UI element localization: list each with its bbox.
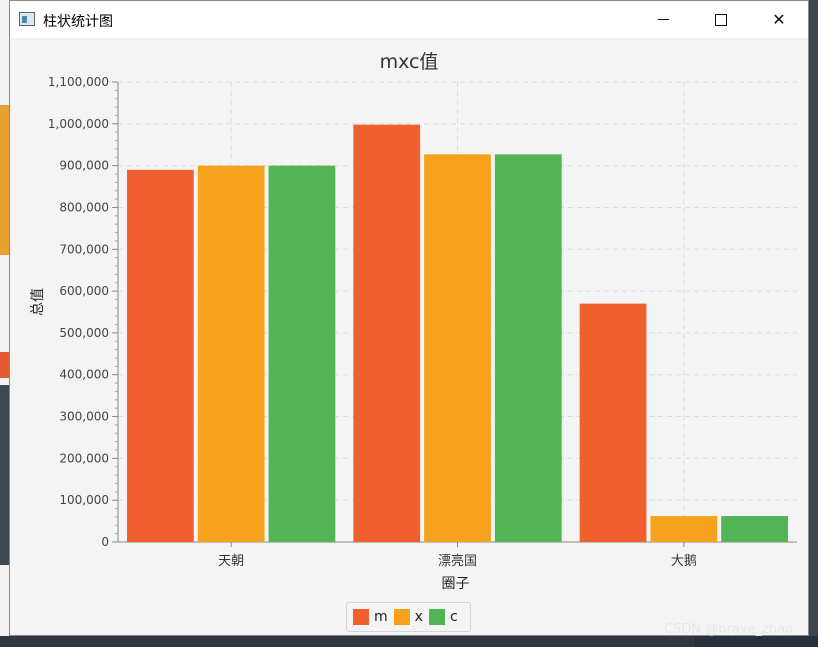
y-tick-label: 700,000 [59,242,109,256]
desktop-background-right [806,0,818,647]
minimize-button[interactable] [640,1,686,38]
desktop-background-block [0,105,10,255]
x-tick-label: 漂亮国 [438,553,477,569]
legend-swatch [428,609,445,625]
watermark: CSDN @brave_zhao [664,622,793,637]
legend-label: m [374,609,388,625]
bar-c [268,165,336,542]
y-tick-label: 500,000 [59,326,109,340]
y-tick-label: 1,100,000 [48,75,109,89]
maximize-icon [715,13,727,26]
y-tick-label: 400,000 [59,368,109,382]
close-button[interactable]: ✕ [756,1,802,38]
x-tick-label: 大鹅 [671,553,697,569]
y-tick-label: 800,000 [59,200,109,214]
bar-c [494,154,562,542]
legend-label: c [449,609,458,625]
bar-chart: 0 100,000 200,000 300,000 400,000 500,000 600,… [30,75,797,592]
desktop-background-bottom [0,636,818,647]
y-tick-label: 600,000 [59,284,109,298]
legend-item-x: x [393,609,423,625]
y-tick-label: 300,000 [59,410,109,424]
maximize-button[interactable] [698,1,744,38]
legend-item-m: m [353,609,388,625]
app-icon [19,12,35,26]
legend-label: x [414,609,423,625]
bar-m [127,169,194,542]
close-icon: ✕ [772,10,786,29]
bar-m [579,303,647,542]
y-tick-label: 100,000 [59,493,109,507]
y-tick-label: 1,000,000 [48,117,109,131]
bar-x [424,154,491,542]
x-tick-label: 天朝 [218,554,244,569]
y-tick-label: 0 [101,535,109,549]
y-axis-label: 总值 [30,288,46,316]
y-tick-label: 200,000 [59,451,109,465]
chart-title: mxc值 [379,51,439,73]
minimize-icon [657,19,669,20]
legend-swatch [393,609,410,625]
desktop-background-bottom [695,636,818,647]
bar-c [721,516,788,542]
title-bar[interactable]: 柱状统计图 ✕ [10,1,808,38]
x-axis-label: 圈子 [442,576,470,592]
legend-swatch [353,609,369,625]
bar-x [197,165,265,542]
bar-x [650,516,718,542]
desktop-background-block [0,385,10,565]
window-title: 柱状统计图 [43,14,113,30]
desktop-background-block [0,352,10,378]
chart-window: 柱状统计图 ✕ mxc值 0 100,000 200,000 300,000 400,0… [9,0,809,636]
legend-item-c: c [428,609,458,625]
y-tick-label: 900,000 [59,159,109,173]
bar-m [353,124,421,543]
